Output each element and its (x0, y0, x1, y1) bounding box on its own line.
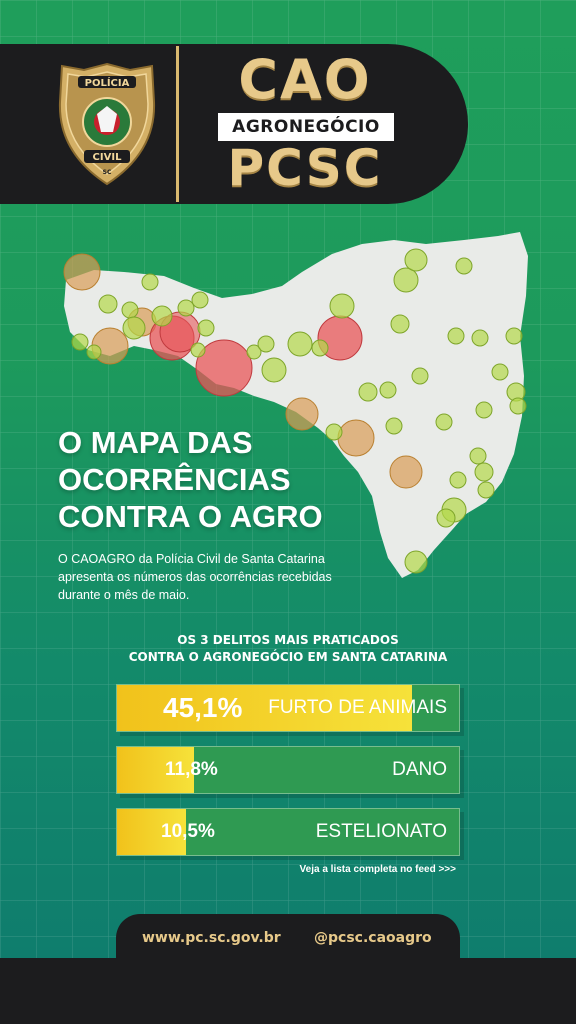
police-badge-icon: POLÍCIA CIVIL SC (58, 62, 156, 186)
crime-bar-row: 11,8% DANO (116, 746, 460, 794)
marker-green (358, 382, 378, 402)
crime-bar-row: 45,1% FURTO DE ANIMAIS (116, 684, 460, 732)
feed-note: Veja a lista completa no feed >>> (299, 864, 456, 875)
badge-bottom-text: CIVIL (93, 152, 123, 163)
marker-green (71, 333, 89, 351)
marker-green (151, 305, 173, 327)
bar-fill (117, 747, 195, 793)
bar-label: DANO (392, 759, 447, 780)
marker-green (246, 344, 262, 360)
marker-red (195, 339, 253, 397)
marker-orange (63, 253, 101, 291)
marker-green (98, 294, 118, 314)
santa-catarina-map (63, 232, 528, 578)
marker-green (404, 550, 428, 574)
marker-green (86, 344, 102, 360)
brand-title-pcsc: PCSC (227, 139, 383, 197)
website-link[interactable]: www.pc.sc.gov.br (142, 930, 281, 946)
marker-green (509, 397, 527, 415)
marker-green (257, 335, 275, 353)
intro-text: O CAOAGRO da Polícia Civil de Santa Cata… (58, 552, 332, 602)
top3-title-line1: OS 3 DELITOS MAIS PRATICADOS (177, 633, 399, 647)
social-handle[interactable]: @pcsc.caoagro (314, 930, 432, 946)
marker-green (505, 327, 523, 345)
marker-green (474, 462, 494, 482)
marker-orange (389, 455, 423, 489)
marker-green (325, 423, 343, 441)
marker-green (191, 291, 209, 309)
marker-green (455, 257, 473, 275)
brand-subtitle: AGRONEGÓCIO (218, 113, 394, 141)
crime-bar-row: 10,5% ESTELIONATO (116, 808, 460, 856)
marker-green (121, 301, 139, 319)
marker-green (287, 331, 313, 357)
bar-label: ESTELIONATO (315, 821, 447, 842)
marker-green (311, 339, 329, 357)
marker-green (190, 342, 206, 358)
marker-green (385, 417, 403, 435)
marker-green (475, 401, 493, 419)
marker-green (469, 447, 487, 465)
marker-green (177, 299, 195, 317)
marker-green (390, 314, 410, 334)
marker-green (261, 357, 287, 383)
marker-green (449, 471, 467, 489)
marker-green (122, 316, 146, 340)
footer-pill (116, 914, 460, 964)
marker-green (477, 481, 495, 499)
marker-orange (285, 397, 319, 431)
marker-green (197, 319, 215, 337)
marker-green (411, 367, 429, 385)
marker-green (141, 273, 159, 291)
marker-green (404, 248, 428, 272)
brand-title-cao: CAO (238, 48, 372, 111)
bar-percent: 45,1% (163, 692, 243, 723)
bar-percent: 10,5% (161, 821, 215, 842)
bar-fill (117, 685, 413, 731)
headline: O MAPA DAS OCORRÊNCIAS CONTRA O AGRO (58, 425, 323, 534)
marker-green (379, 381, 397, 399)
marker-green (435, 413, 453, 431)
marker-green (329, 293, 355, 319)
badge-top-text: POLÍCIA (85, 76, 130, 89)
top3-title: OS 3 DELITOS MAIS PRATICADOS CONTRA O AG… (80, 632, 496, 666)
marker-green (491, 363, 509, 381)
marker-green (471, 329, 489, 347)
top3-title-line2: CONTRA O AGRONEGÓCIO EM SANTA CATARINA (128, 650, 448, 664)
bar-percent: 11,8% (165, 759, 218, 780)
badge-small-text: SC (103, 169, 112, 176)
bar-fill (117, 809, 186, 855)
marker-green (436, 508, 456, 528)
occurrence-markers (63, 248, 527, 574)
bar-label: FURTO DE ANIMAIS (268, 697, 447, 718)
header-divider (176, 46, 179, 202)
footer-band (0, 958, 576, 1024)
marker-green (447, 327, 465, 345)
marker-green (393, 267, 419, 293)
